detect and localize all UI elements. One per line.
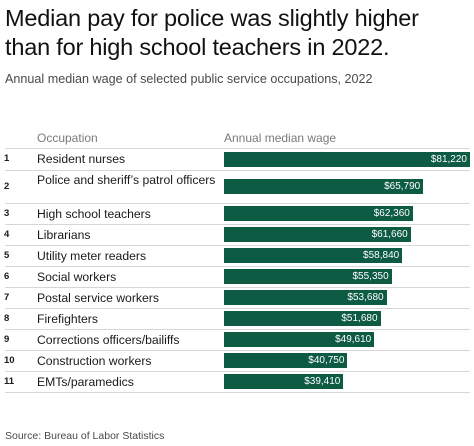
chart-subtitle: Annual median wage of selected public se… [5, 72, 373, 86]
rank-label: 11 [4, 375, 15, 387]
wage-value-label: $39,410 [304, 376, 341, 387]
row-divider [5, 266, 470, 267]
wage-value-label: $65,790 [384, 181, 421, 192]
rank-label: 5 [4, 249, 10, 261]
rank-label: 9 [4, 333, 10, 345]
rank-label: 6 [4, 270, 10, 282]
rank-label: 2 [4, 180, 10, 192]
occupation-label: Librarians [37, 227, 91, 242]
occupation-label: Postal service workers [37, 290, 159, 305]
occupation-label: High school teachers [37, 206, 151, 221]
rank-label: 8 [4, 312, 10, 324]
wage-bar: $39,410 [224, 374, 344, 389]
occupation-label: Corrections officers/bailiffs [37, 332, 180, 347]
occupation-label: Construction workers [37, 353, 152, 368]
chart-title: Median pay for police was slightly highe… [5, 5, 419, 60]
wage-bar: $62,360 [224, 206, 413, 221]
wage-value-label: $49,610 [335, 334, 372, 345]
rank-label: 10 [4, 354, 15, 366]
wage-value-label: $51,680 [341, 313, 378, 324]
row-divider [5, 170, 470, 171]
row-divider [5, 203, 470, 204]
rank-label: 7 [4, 291, 10, 303]
wage-bar: $65,790 [224, 179, 424, 194]
wage-value-label: $62,360 [373, 208, 410, 219]
wage-bar: $81,220 [224, 151, 470, 167]
wage-bar: $55,350 [224, 269, 392, 284]
wage-bar: $40,750 [224, 353, 348, 368]
row-divider [5, 287, 470, 288]
rank-label: 1 [4, 153, 10, 164]
source-note: Source: Bureau of Labor Statistics [5, 430, 165, 442]
wage-column-header: Annual median wage [224, 131, 337, 145]
occupation-column-header: Occupation [37, 131, 98, 145]
wage-value-label: $61,660 [371, 229, 408, 240]
occupation-label: Firefighters [37, 311, 98, 326]
wage-value-label: $55,350 [352, 271, 389, 282]
rank-label: 3 [4, 207, 10, 219]
row-divider [5, 308, 470, 309]
rank-label: 4 [4, 228, 10, 240]
row-divider [5, 224, 470, 225]
row-divider [5, 350, 470, 351]
occupation-label: Police and sheriff’s patrol officers [37, 172, 216, 187]
wage-value-label: $58,840 [363, 250, 400, 261]
wage-bar: $49,610 [224, 332, 375, 347]
wage-value-label: $81,220 [430, 153, 467, 165]
row-divider [5, 245, 470, 246]
occupation-label: Resident nurses [37, 152, 126, 166]
wage-value-label: $40,750 [308, 355, 345, 366]
occupation-label: Utility meter readers [37, 248, 147, 263]
wage-bar: $58,840 [224, 248, 403, 263]
wage-bar: $51,680 [224, 311, 381, 326]
row-divider [5, 392, 470, 393]
wage-bar: $53,680 [224, 290, 387, 305]
row-divider [5, 371, 470, 372]
wage-bar: $61,660 [224, 227, 411, 242]
row-divider [5, 329, 470, 330]
occupation-label: EMTs/paramedics [37, 374, 134, 389]
header-divider [5, 148, 470, 149]
wage-value-label: $53,680 [347, 292, 384, 303]
occupation-label: Social workers [37, 269, 117, 284]
